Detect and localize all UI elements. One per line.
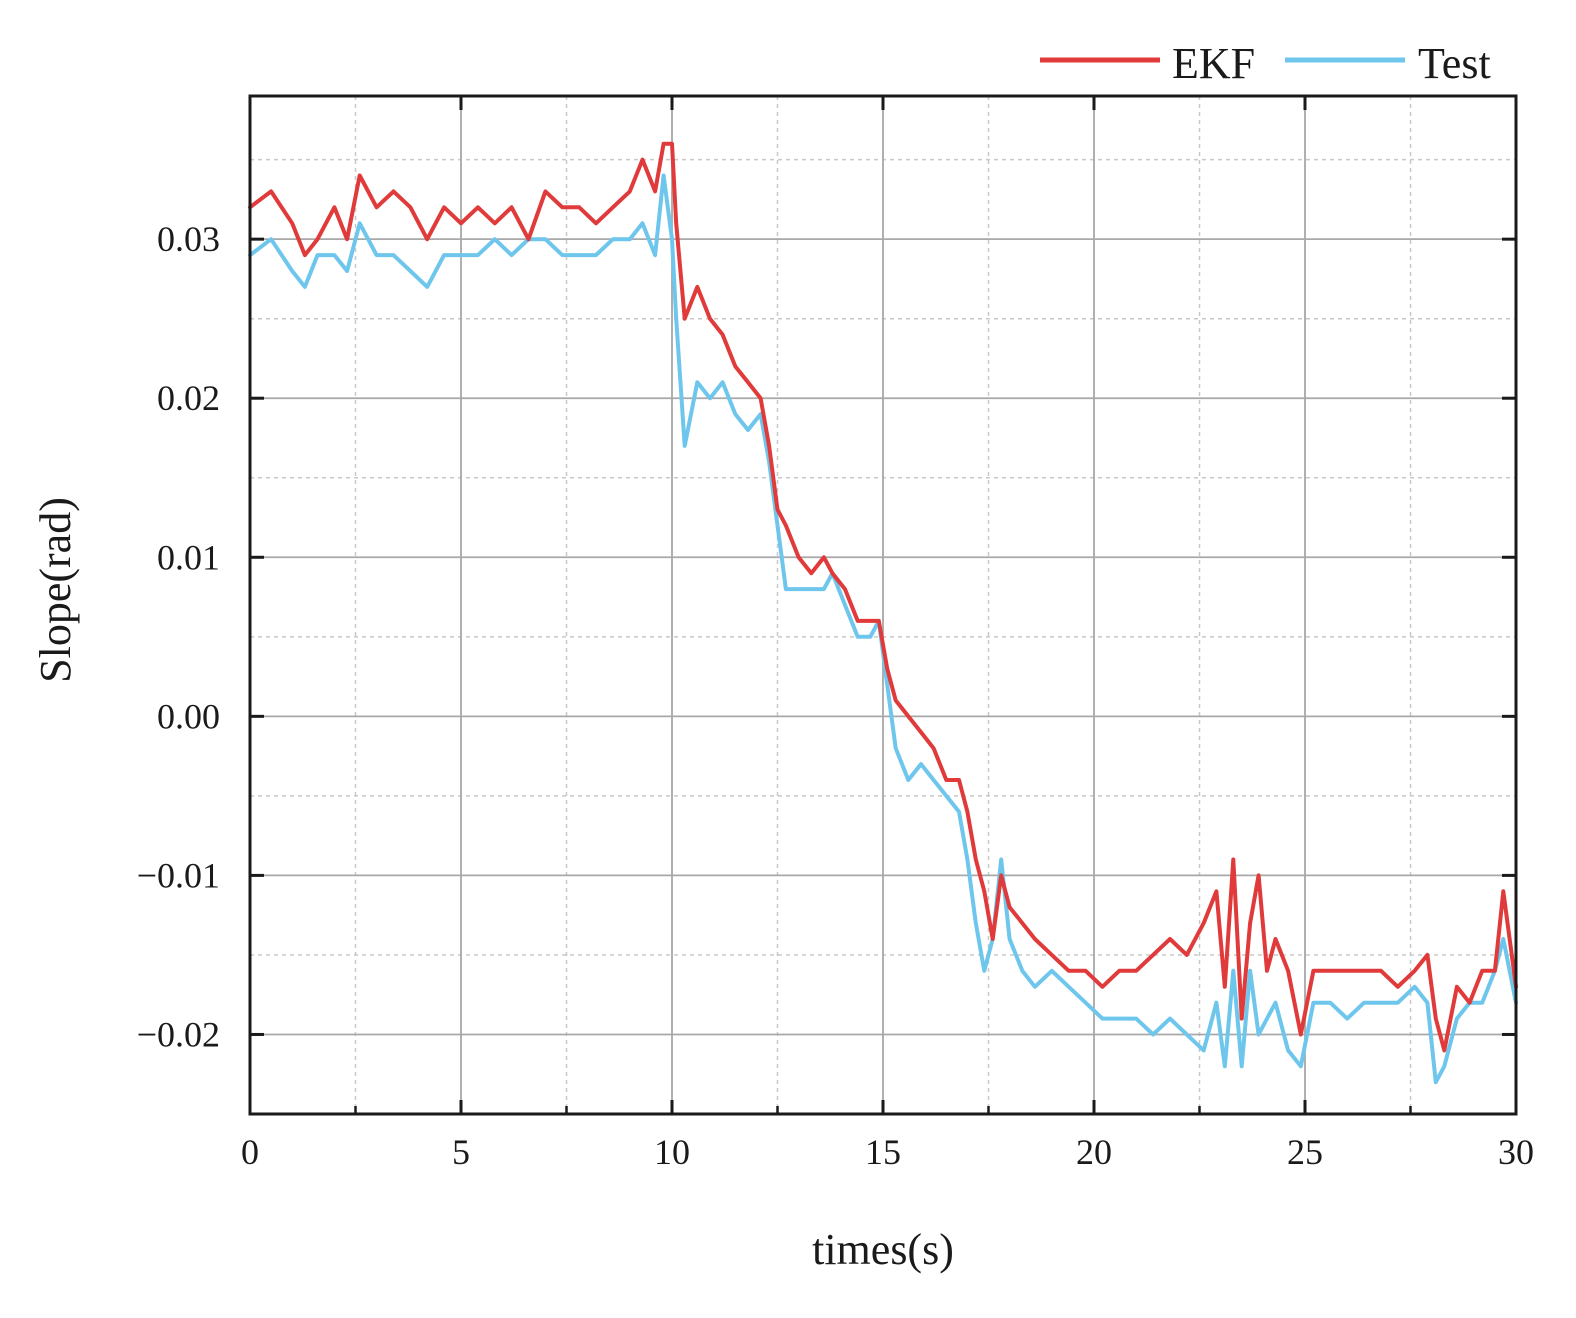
x-tick-label: 25 — [1287, 1132, 1323, 1172]
x-tick-label: 10 — [654, 1132, 690, 1172]
y-tick-label: 0.03 — [157, 219, 220, 259]
x-tick-labels: 0 5 10 15 20 25 30 — [241, 1132, 1534, 1172]
y-tick-label: 0.01 — [157, 537, 220, 577]
x-tick-label: 0 — [241, 1132, 259, 1172]
axis-ticks — [248, 96, 1518, 1114]
x-tick-label: 30 — [1498, 1132, 1534, 1172]
series-line-test — [248, 173, 1518, 1085]
legend: EKF Test — [1040, 39, 1491, 88]
x-axis-title: times(s) — [812, 1225, 954, 1274]
x-tick-label: 15 — [865, 1132, 901, 1172]
legend-label-ekf: EKF — [1172, 39, 1255, 88]
y-tick-label: −0.01 — [137, 855, 220, 895]
legend-label-test: Test — [1418, 39, 1491, 88]
y-tick-label: −0.02 — [137, 1014, 220, 1054]
series-lines — [248, 141, 1518, 1085]
x-tick-label: 20 — [1076, 1132, 1112, 1172]
y-axis-title: Slope(rad) — [31, 497, 80, 683]
x-tick-label: 5 — [452, 1132, 470, 1172]
y-tick-label: 0.02 — [157, 378, 220, 418]
y-tick-label: 0.00 — [157, 696, 220, 736]
y-tick-labels: −0.02 −0.01 0.00 0.01 0.02 0.03 — [137, 219, 220, 1054]
series-line-ekf — [248, 141, 1518, 1053]
